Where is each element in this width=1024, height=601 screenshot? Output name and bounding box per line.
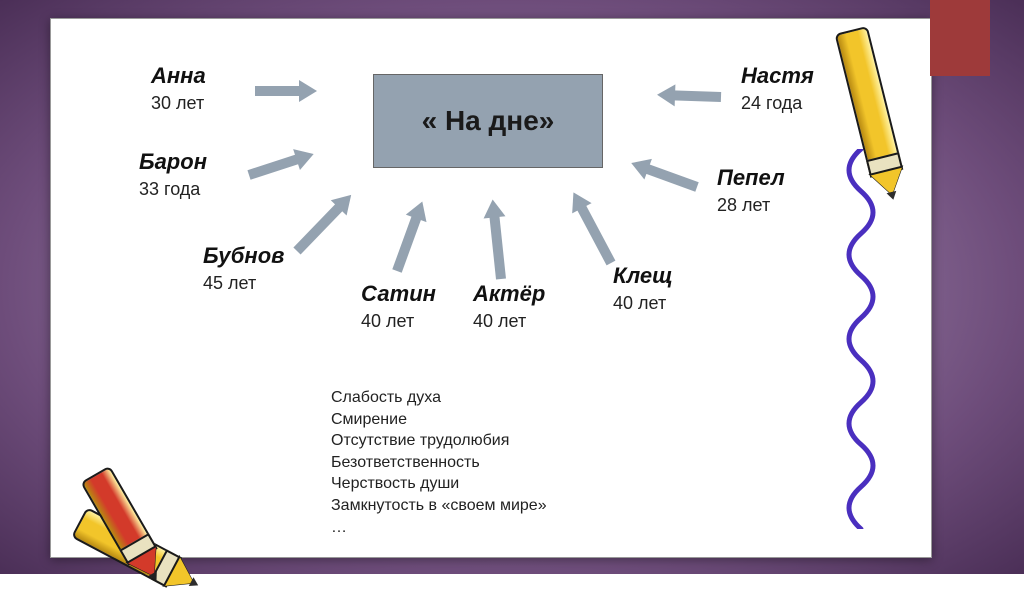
character-name: Пепел xyxy=(717,165,785,191)
character-age: 24 года xyxy=(741,93,814,114)
character-age: 45 лет xyxy=(203,273,284,294)
trait-item: Слабость духа xyxy=(331,387,547,409)
character-label: Пепел 28 лет xyxy=(717,165,785,216)
center-title-box: « На дне» xyxy=(373,74,603,168)
trait-item: Смирение xyxy=(331,409,547,431)
character-name: Барон xyxy=(139,149,207,175)
character-age: 28 лет xyxy=(717,195,785,216)
trait-item: Черствость души xyxy=(331,473,547,495)
character-label: Актёр 40 лет xyxy=(473,281,545,332)
character-label: Клещ 40 лет xyxy=(613,263,673,314)
character-age: 40 лет xyxy=(361,311,436,332)
character-label: Сатин 40 лет xyxy=(361,281,436,332)
character-label: Анна 30 лет xyxy=(151,63,206,114)
character-name: Бубнов xyxy=(203,243,284,269)
slide-canvas: « На дне» Анна 30 лет Барон 33 года Бубнов 45 … xyxy=(50,18,932,558)
arrow xyxy=(493,199,501,279)
character-age: 40 лет xyxy=(613,293,673,314)
arrow xyxy=(397,201,422,271)
trait-item: Отсутствие трудолюбия xyxy=(331,430,547,452)
arrow xyxy=(297,195,351,251)
arrow xyxy=(573,192,611,263)
character-age: 33 года xyxy=(139,179,207,200)
character-label: Бубнов 45 лет xyxy=(203,243,284,294)
squiggle-line xyxy=(821,149,901,529)
arrow xyxy=(631,163,697,187)
character-age: 40 лет xyxy=(473,311,545,332)
character-name: Актёр xyxy=(473,281,545,307)
character-label: Настя 24 года xyxy=(741,63,814,114)
character-label: Барон 33 года xyxy=(139,149,207,200)
character-name: Клещ xyxy=(613,263,673,289)
arrow xyxy=(657,95,721,97)
arrow xyxy=(249,154,314,175)
traits-list: Слабость духаСмирениеОтсутствие трудолюб… xyxy=(331,387,547,538)
trait-item: Безответственность xyxy=(331,452,547,474)
trait-item: Замкнутость в «своем мире» xyxy=(331,495,547,517)
trait-item: … xyxy=(331,517,547,539)
character-name: Анна xyxy=(151,63,206,89)
character-age: 30 лет xyxy=(151,93,206,114)
accent-tab xyxy=(930,0,990,76)
character-name: Настя xyxy=(741,63,814,89)
character-name: Сатин xyxy=(361,281,436,307)
